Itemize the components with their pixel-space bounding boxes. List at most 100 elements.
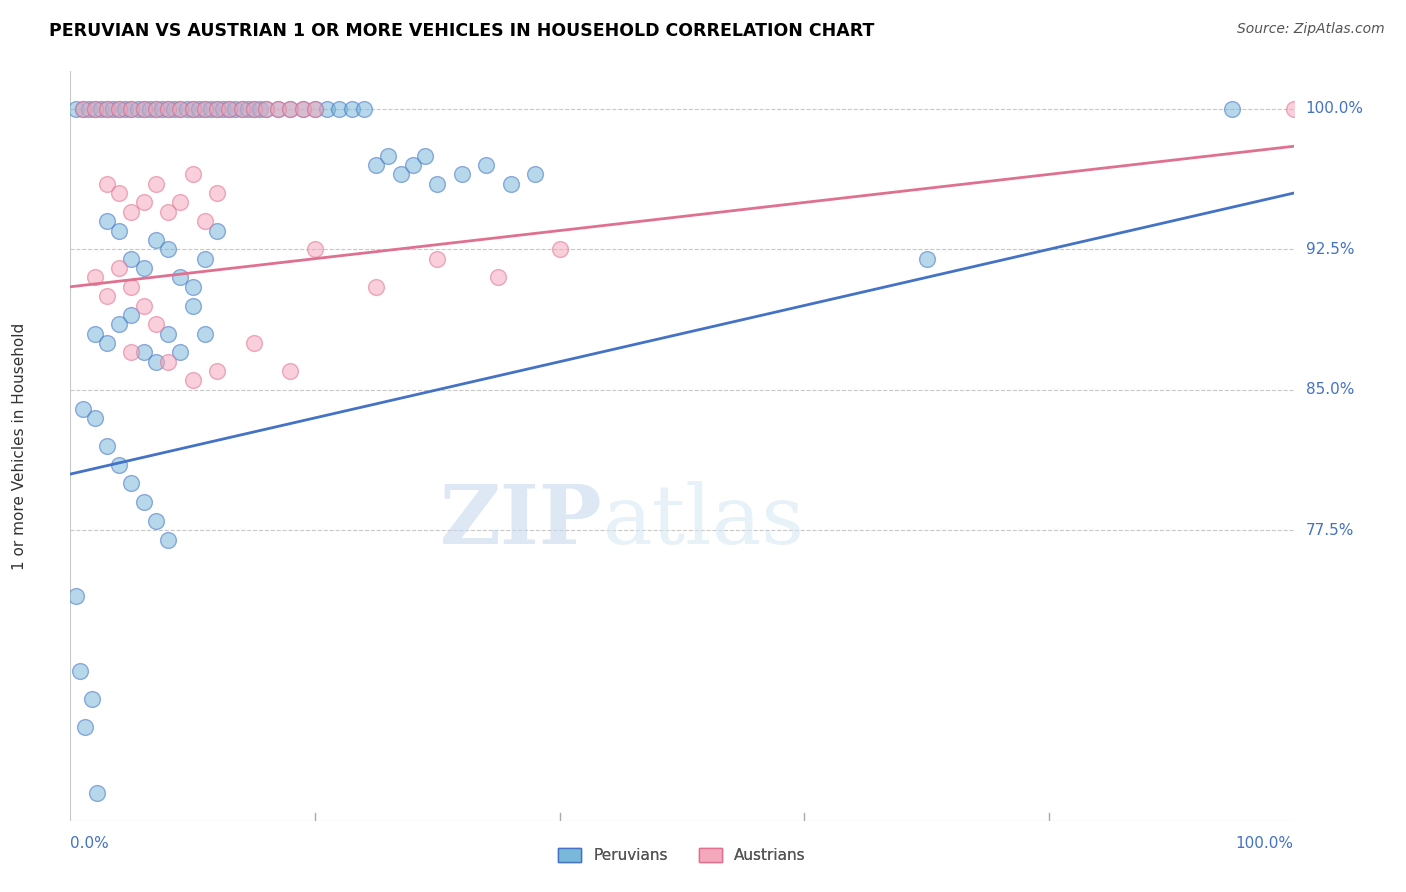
- Point: [231, 102, 253, 116]
- Legend: Peruvians, Austrians: Peruvians, Austrians: [553, 842, 811, 869]
- Point: [205, 186, 228, 201]
- Point: [377, 149, 399, 163]
- Point: [243, 336, 266, 351]
- Text: Source: ZipAtlas.com: Source: ZipAtlas.com: [1237, 22, 1385, 37]
- Point: [127, 102, 149, 116]
- Point: [96, 177, 118, 191]
- Point: [132, 495, 155, 509]
- Point: [194, 326, 217, 341]
- Point: [475, 158, 498, 172]
- Text: PERUVIAN VS AUSTRIAN 1 OR MORE VEHICLES IN HOUSEHOLD CORRELATION CHART: PERUVIAN VS AUSTRIAN 1 OR MORE VEHICLES …: [49, 22, 875, 40]
- Text: 92.5%: 92.5%: [1306, 242, 1354, 257]
- Point: [108, 186, 131, 201]
- Point: [205, 224, 228, 238]
- Point: [236, 102, 259, 116]
- Point: [132, 345, 155, 359]
- Point: [157, 102, 180, 116]
- Point: [218, 102, 240, 116]
- Point: [73, 720, 96, 734]
- Point: [548, 243, 571, 257]
- Point: [413, 149, 436, 163]
- Point: [426, 252, 449, 266]
- Point: [121, 252, 143, 266]
- Point: [218, 102, 240, 116]
- Point: [291, 102, 314, 116]
- Point: [915, 252, 938, 266]
- Point: [83, 102, 105, 116]
- Point: [145, 318, 167, 332]
- Point: [328, 102, 350, 116]
- Point: [291, 102, 314, 116]
- Point: [121, 102, 143, 116]
- Point: [77, 102, 100, 116]
- Point: [145, 177, 167, 191]
- Point: [86, 786, 108, 800]
- Point: [212, 102, 235, 116]
- Point: [145, 233, 167, 247]
- Point: [72, 102, 94, 116]
- Point: [157, 243, 180, 257]
- Point: [243, 102, 266, 116]
- Point: [181, 299, 204, 313]
- Point: [280, 364, 302, 378]
- Point: [96, 336, 118, 351]
- Point: [249, 102, 271, 116]
- Point: [200, 102, 222, 116]
- Point: [157, 533, 180, 547]
- Point: [176, 102, 198, 116]
- Point: [205, 102, 228, 116]
- Point: [254, 102, 277, 116]
- Point: [96, 102, 118, 116]
- Point: [169, 102, 191, 116]
- Point: [366, 280, 388, 294]
- Point: [90, 102, 112, 116]
- Point: [194, 102, 217, 116]
- Point: [488, 270, 510, 285]
- Point: [65, 102, 87, 116]
- Text: atlas: atlas: [602, 481, 804, 561]
- Point: [157, 205, 180, 219]
- Point: [254, 102, 277, 116]
- Point: [181, 102, 204, 116]
- Point: [132, 102, 155, 116]
- Point: [108, 458, 131, 472]
- Point: [83, 102, 105, 116]
- Text: 85.0%: 85.0%: [1306, 383, 1354, 397]
- Point: [524, 168, 547, 182]
- Point: [426, 177, 449, 191]
- Point: [304, 102, 326, 116]
- Point: [114, 102, 136, 116]
- Point: [194, 214, 217, 228]
- Point: [121, 476, 143, 491]
- Point: [231, 102, 253, 116]
- Point: [65, 589, 87, 603]
- Point: [1220, 102, 1243, 116]
- Point: [499, 177, 522, 191]
- Point: [132, 299, 155, 313]
- Point: [96, 214, 118, 228]
- Point: [108, 224, 131, 238]
- Point: [181, 102, 204, 116]
- Point: [121, 102, 143, 116]
- Point: [353, 102, 375, 116]
- Point: [145, 514, 167, 528]
- Point: [96, 439, 118, 453]
- Point: [280, 102, 302, 116]
- Point: [181, 280, 204, 294]
- Text: 1 or more Vehicles in Household: 1 or more Vehicles in Household: [13, 322, 28, 570]
- Point: [121, 205, 143, 219]
- Point: [157, 355, 180, 369]
- Text: 77.5%: 77.5%: [1306, 523, 1354, 538]
- Point: [169, 195, 191, 210]
- Point: [96, 102, 118, 116]
- Point: [304, 102, 326, 116]
- Point: [83, 411, 105, 425]
- Point: [108, 261, 131, 276]
- Point: [224, 102, 246, 116]
- Point: [145, 102, 167, 116]
- Point: [72, 401, 94, 416]
- Point: [267, 102, 290, 116]
- Point: [450, 168, 472, 182]
- Point: [304, 243, 326, 257]
- Point: [69, 664, 91, 678]
